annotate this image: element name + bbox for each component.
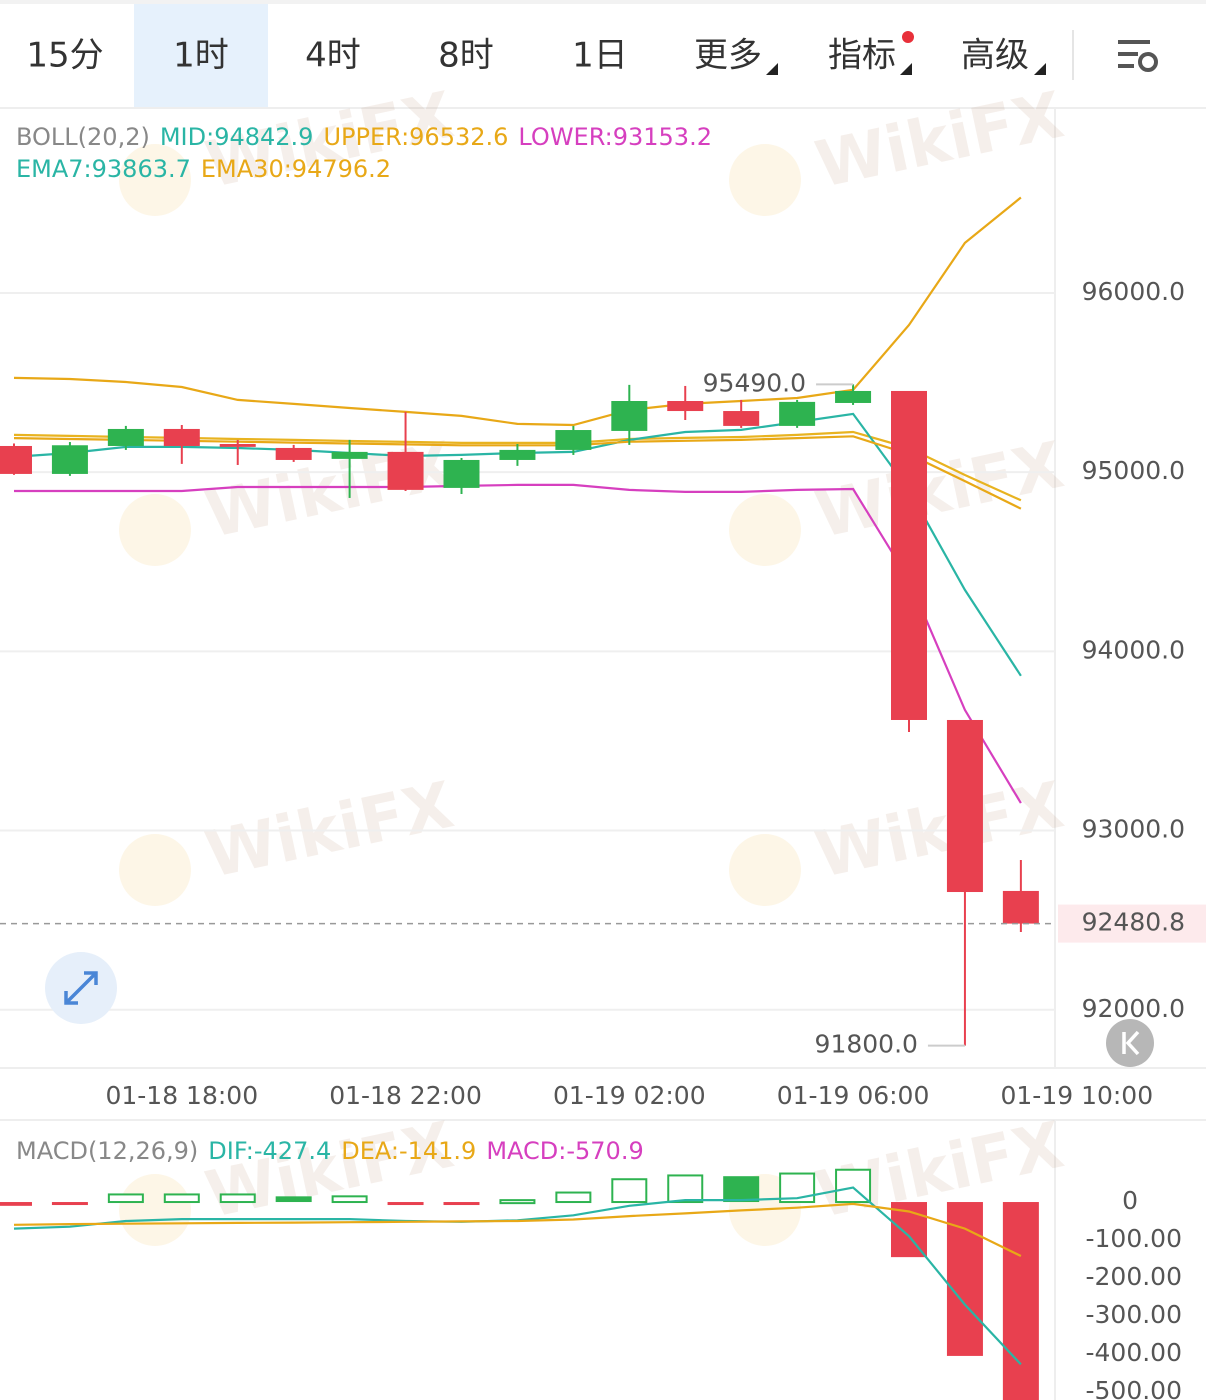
tab[interactable]: 更多 (694, 36, 762, 76)
watermark-logo (119, 834, 191, 906)
y-tick-label: 95000.0 (1082, 456, 1185, 485)
macd-bar (331, 1195, 368, 1204)
watermark-logo (119, 1174, 191, 1246)
macd-bar (611, 1178, 648, 1204)
y-tick-label: 92000.0 (1082, 994, 1185, 1023)
candle-body (723, 411, 760, 426)
candle-body (555, 430, 592, 450)
candle-body (499, 449, 536, 460)
dropdown-arrow (766, 63, 778, 75)
legend-entry: MID:94842.9 (160, 123, 314, 151)
y-tick-label: 93000.0 (1082, 815, 1185, 844)
y-tick-label: -400.00 (1086, 1338, 1183, 1367)
macd-bar (387, 1202, 424, 1206)
dropdown-arrow (1034, 63, 1046, 75)
candle-body (611, 400, 648, 431)
settings-icon[interactable] (1118, 40, 1158, 72)
tab[interactable]: 4时 (305, 36, 361, 76)
y-tick-label: -500.00 (1086, 1376, 1183, 1400)
macd-bar (0, 1202, 32, 1206)
x-tick-label: 01-18 18:00 (105, 1081, 258, 1110)
legend-entry: LOWER:93153.2 (518, 123, 712, 151)
legend-entry: EMA30:94796.2 (201, 155, 391, 183)
candle-body (219, 444, 256, 447)
tab[interactable]: 高级 (961, 36, 1029, 76)
legend-entry: MACD:-570.9 (486, 1137, 643, 1165)
tab[interactable]: 1日 (572, 36, 628, 76)
watermark-logo (119, 494, 191, 566)
candle-body (387, 451, 424, 490)
candle-body (275, 447, 312, 460)
tab[interactable]: 8时 (438, 36, 494, 76)
watermark-logo (119, 144, 191, 216)
plots: 96000.0 95000.0 94000.0 93000.0 92000.0 01-18… (0, 123, 1206, 1400)
legend-entry: UPPER:96532.6 (323, 123, 508, 151)
x-tick-label: 01-19 06:00 (777, 1081, 930, 1110)
macd-bar (667, 1174, 704, 1204)
watermark-logo (729, 144, 801, 216)
macd-bar (107, 1193, 144, 1204)
candle-body (107, 428, 144, 446)
legend-entry: MACD(12,26,9) (16, 1137, 198, 1165)
y-tick-label: -300.00 (1086, 1300, 1183, 1329)
notice-dot (902, 31, 914, 43)
macd-bar (443, 1202, 480, 1206)
dropdown-arrow (900, 63, 912, 75)
tab[interactable]: 指标 (828, 36, 896, 76)
selected-tab-bg (134, 4, 268, 108)
macd-bar (723, 1176, 760, 1203)
candle-body (0, 445, 32, 474)
indicator-line (14, 483, 1022, 804)
macd-bar (51, 1202, 88, 1206)
candle-body (1002, 890, 1039, 924)
y-tick-label: 96000.0 (1082, 277, 1185, 306)
annotation-label: 91800.0 (815, 1030, 918, 1059)
x-tick-label: 01-19 10:00 (1000, 1081, 1153, 1110)
x-tick-label: 01-19 02:00 (553, 1081, 706, 1110)
watermark-logo (729, 494, 801, 566)
x-tick-label: 01-18 22:00 (329, 1081, 482, 1110)
tab[interactable]: 15分 (26, 36, 103, 76)
legend-entry: EMA7:93863.7 (16, 155, 191, 183)
back-button[interactable] (1106, 1019, 1154, 1067)
annotation-label: 95490.0 (703, 368, 806, 397)
macd-bar (275, 1196, 312, 1203)
watermark-logo (729, 834, 801, 906)
candle-body (51, 445, 88, 474)
last-price-box (1058, 904, 1206, 943)
legend-entry: DIF:-427.4 (208, 1137, 331, 1165)
legend-entry: BOLL(20,2) (16, 123, 150, 151)
y-tick-label: -100.00 (1086, 1224, 1183, 1253)
candle-body (331, 451, 368, 459)
candle-body (163, 428, 200, 446)
candle-body (835, 390, 872, 403)
y-tick-label: 94000.0 (1082, 635, 1185, 664)
macd-bar (499, 1199, 536, 1205)
macd-bar (1002, 1202, 1039, 1400)
expand-button[interactable] (45, 952, 117, 1024)
candle-body (891, 390, 928, 720)
candle-body (667, 400, 704, 412)
macd-bar (163, 1193, 200, 1204)
indicator-line (13, 1202, 1022, 1257)
last-price-label: 92480.8 (1082, 908, 1185, 937)
candle-body (443, 459, 480, 488)
legend-entry: DEA:-141.9 (341, 1137, 476, 1165)
y-tick-label: 0 (1122, 1186, 1138, 1215)
candle-body (779, 401, 816, 426)
macd-bar (219, 1193, 256, 1204)
candle-body (946, 719, 983, 893)
y-tick-label: -200.00 (1086, 1262, 1183, 1291)
top-strip (0, 0, 1206, 4)
macd-bar (555, 1191, 592, 1204)
tab[interactable]: 1时 (173, 36, 229, 76)
